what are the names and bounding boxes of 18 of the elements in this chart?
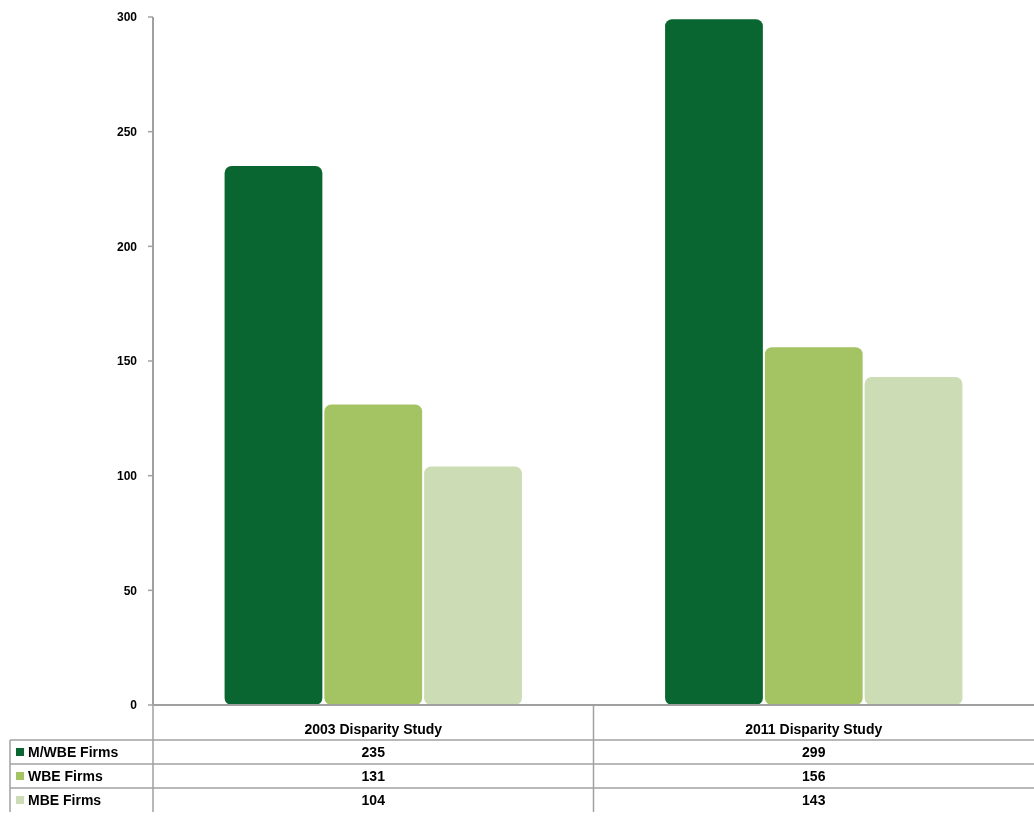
y-tick-label: 50 <box>123 583 138 598</box>
y-tick-label: 0 <box>130 698 138 713</box>
x-tick-label: 2003 Disparity Study <box>304 721 443 737</box>
data-label: 104 <box>361 791 386 808</box>
data-label: 299 <box>802 743 826 760</box>
y-tick-label: 300 <box>116 10 138 25</box>
data-label: 156 <box>802 767 826 784</box>
x-tick-label: 2011 Disparity Study <box>745 721 883 737</box>
legend-label: M/WBE Firms <box>28 743 119 760</box>
data-label: 143 <box>802 791 826 808</box>
legend-label: WBE Firms <box>28 767 103 784</box>
data-label: 131 <box>361 767 386 784</box>
legend-label: MBE Firms <box>28 791 102 808</box>
data-label: 235 <box>361 743 386 760</box>
y-tick-label: 250 <box>116 124 138 139</box>
y-tick-label: 150 <box>116 354 138 369</box>
y-tick-label: 100 <box>116 468 138 483</box>
y-tick-label: 200 <box>116 239 138 254</box>
